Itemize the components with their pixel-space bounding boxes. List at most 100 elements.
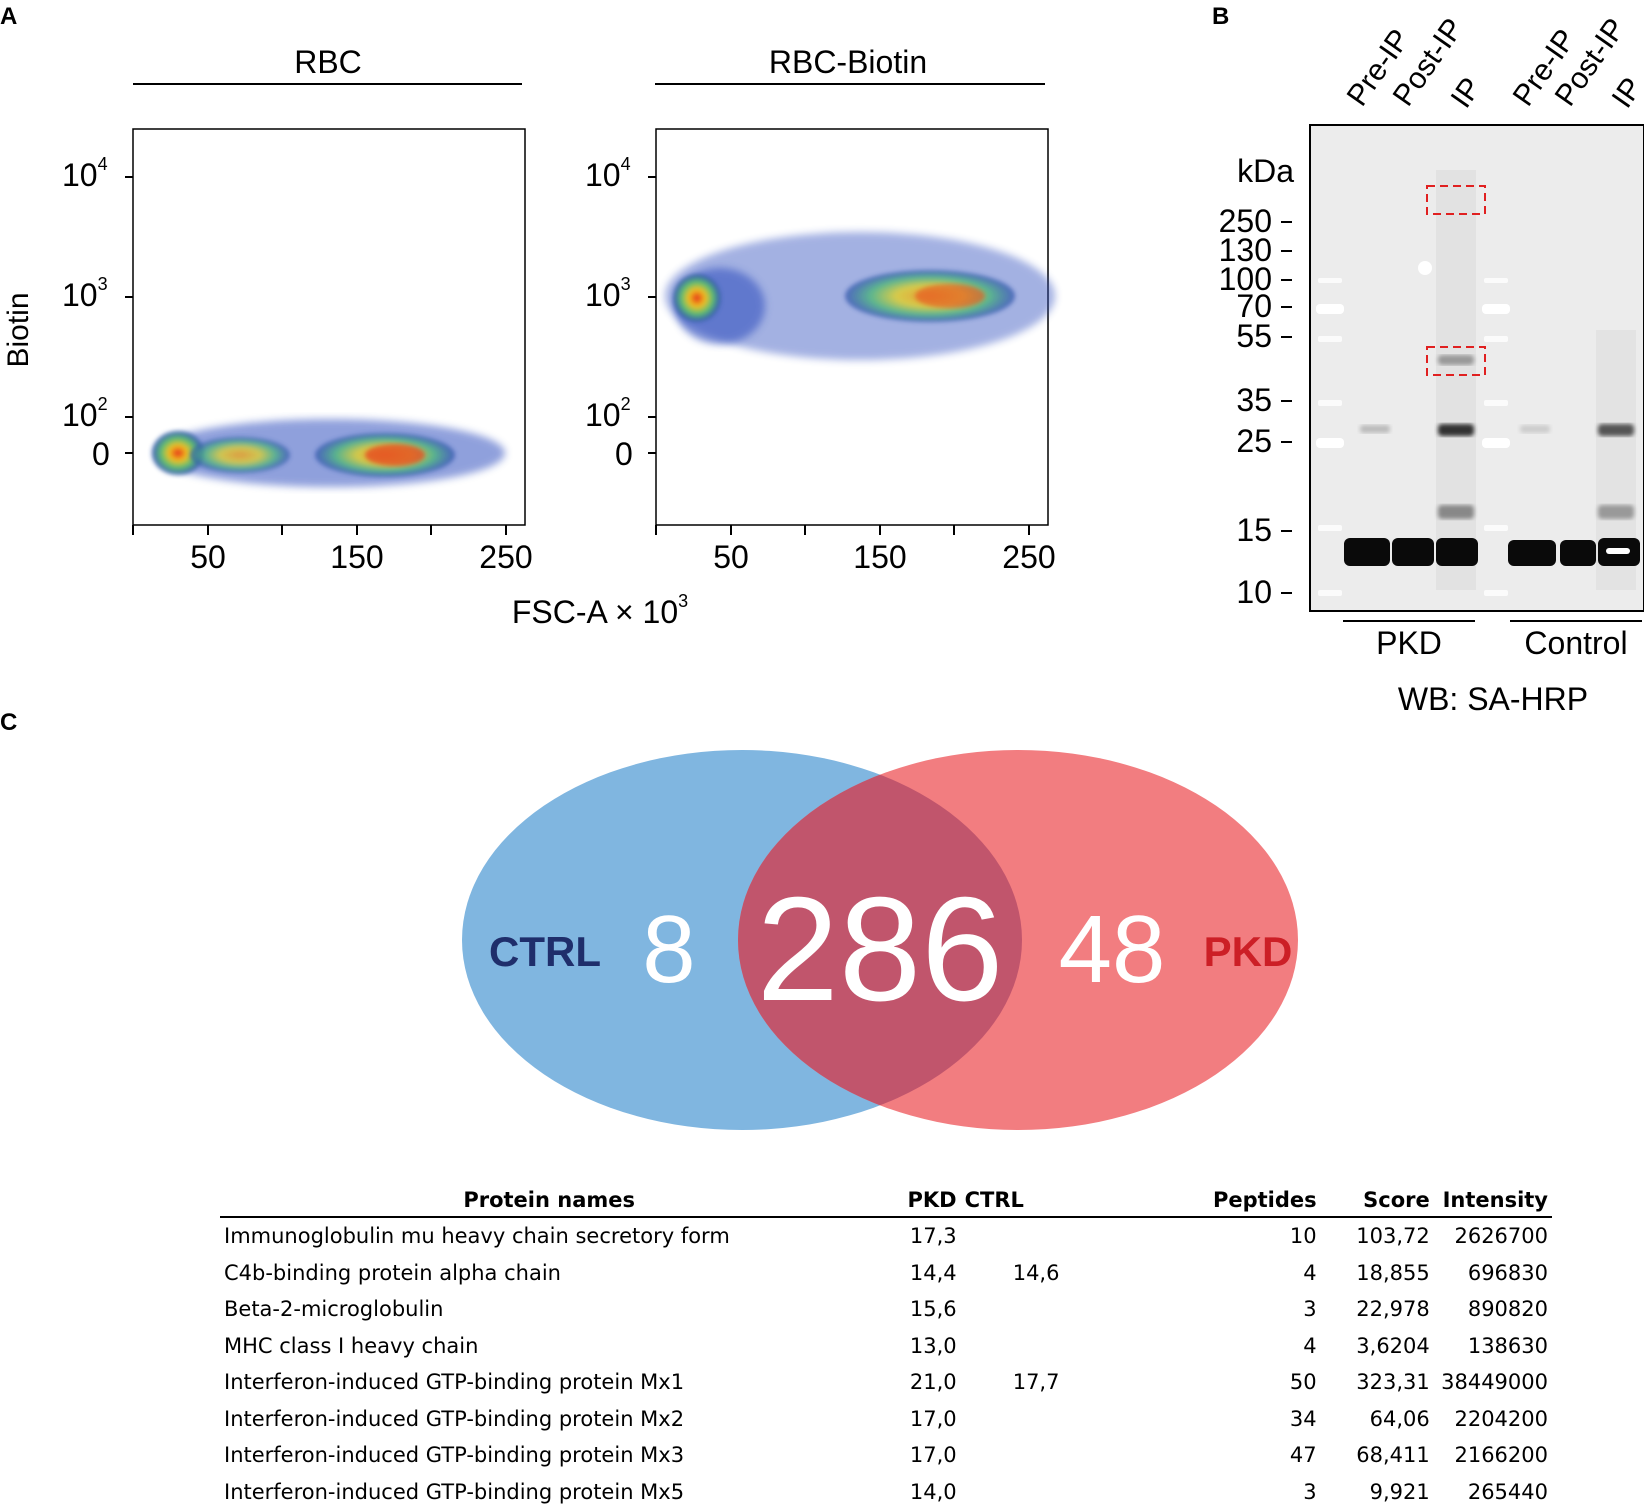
blot-group-control: Control (1524, 625, 1627, 661)
cell-pkd: 21,0 (878, 1364, 960, 1401)
table-row: Beta-2-microglobulin 15,6 3 22,978 89082… (220, 1291, 1552, 1328)
table-row: Interferon-induced GTP-binding protein M… (220, 1474, 1552, 1510)
cell-ctrl (961, 1328, 1064, 1365)
cell-pkd: 15,6 (878, 1291, 960, 1328)
cell-protein-name: Interferon-induced GTP-binding protein M… (220, 1437, 878, 1474)
svg-text:25: 25 (1236, 423, 1272, 459)
flow-xaxis-rbc-biotin: 50 150 250 (656, 525, 1056, 575)
cell-pkd: 17,3 (878, 1217, 960, 1255)
svg-text:150: 150 (853, 539, 906, 575)
cell-intensity: 890820 (1434, 1291, 1552, 1328)
cell-pkd: 17,0 (878, 1401, 960, 1438)
flow-xlabel: FSC-A × 103 (512, 591, 688, 630)
table-row: MHC class I heavy chain 13,0 4 3,6204 13… (220, 1328, 1552, 1365)
col-pkd: PKD (878, 1184, 960, 1217)
cell-ctrl (961, 1291, 1064, 1328)
cell-protein-name: Interferon-induced GTP-binding protein M… (220, 1474, 878, 1510)
cell-pkd: 13,0 (878, 1328, 960, 1365)
flow-plot-rbc-density (152, 419, 505, 487)
cell-intensity: 2204200 (1434, 1401, 1552, 1438)
svg-text:104: 104 (585, 154, 631, 193)
cell-protein-name: Immunoglobulin mu heavy chain secretory … (220, 1217, 878, 1255)
table-row: Interferon-induced GTP-binding protein M… (220, 1401, 1552, 1438)
cell-peptides: 10 (1063, 1217, 1320, 1255)
flow-group-rbc-biotin: RBC-Biotin (769, 44, 927, 80)
cell-pkd: 14,0 (878, 1474, 960, 1510)
table-row: Immunoglobulin mu heavy chain secretory … (220, 1217, 1552, 1255)
cell-intensity: 38449000 (1434, 1364, 1552, 1401)
protein-table: Protein names PKD CTRL Peptides Score In… (220, 1184, 1552, 1510)
cell-score: 9,921 (1321, 1474, 1434, 1510)
svg-text:10: 10 (1236, 574, 1272, 610)
cell-score: 18,855 (1321, 1255, 1434, 1292)
svg-text:103: 103 (62, 274, 108, 313)
cell-protein-name: MHC class I heavy chain (220, 1328, 878, 1365)
svg-text:35: 35 (1236, 382, 1272, 418)
cell-ctrl (961, 1474, 1064, 1510)
cell-peptides: 3 (1063, 1474, 1320, 1510)
cell-ctrl (961, 1401, 1064, 1438)
cell-ctrl (961, 1217, 1064, 1255)
venn-diagram: CTRL 8 286 48 PKD (462, 750, 1298, 1130)
figure-canvas: A RBC RBC-Biotin Biotin 104 103 102 0 (0, 0, 1644, 1180)
cell-peptides: 47 (1063, 1437, 1320, 1474)
svg-text:kDa: kDa (1237, 153, 1294, 189)
blot-group-pkd: PKD (1376, 625, 1442, 661)
panel-a-letter: A (0, 3, 17, 30)
svg-text:IP: IP (1445, 72, 1488, 114)
cell-intensity: 138630 (1434, 1328, 1552, 1365)
cell-peptides: 3 (1063, 1291, 1320, 1328)
cell-score: 68,411 (1321, 1437, 1434, 1474)
col-score: Score (1321, 1184, 1434, 1217)
svg-text:0: 0 (92, 436, 110, 472)
table-row: Interferon-induced GTP-binding protein M… (220, 1437, 1552, 1474)
cell-pkd: 17,0 (878, 1437, 960, 1474)
table-row: C4b-binding protein alpha chain 14,4 14,… (220, 1255, 1552, 1292)
cell-pkd: 14,4 (878, 1255, 960, 1292)
col-peptides: Peptides (1063, 1184, 1320, 1217)
cell-score: 64,06 (1321, 1401, 1434, 1438)
table-row: Interferon-induced GTP-binding protein M… (220, 1364, 1552, 1401)
cell-peptides: 4 (1063, 1255, 1320, 1292)
cell-peptides: 4 (1063, 1328, 1320, 1365)
cell-protein-name: Beta-2-microglobulin (220, 1291, 878, 1328)
cell-score: 323,31 (1321, 1364, 1434, 1401)
col-protein-names: Protein names (220, 1184, 878, 1217)
flow-yaxis-rbc-biotin: 104 103 102 0 (585, 154, 656, 472)
panel-b-letter: B (1212, 3, 1229, 30)
svg-text:50: 50 (713, 539, 749, 575)
venn-pkd-label: PKD (1204, 928, 1293, 975)
svg-text:55: 55 (1236, 318, 1272, 354)
venn-ctrl-label: CTRL (489, 928, 601, 975)
svg-text:102: 102 (62, 394, 108, 433)
svg-text:103: 103 (585, 274, 631, 313)
flow-xaxis-rbc: 50 150 250 (133, 525, 533, 575)
blot-markers: kDa 250 130 100 70 55 35 25 15 10 (1219, 153, 1295, 610)
panel-c-letter: C (0, 709, 17, 736)
col-ctrl: CTRL (961, 1184, 1064, 1217)
cell-intensity: 2626700 (1434, 1217, 1552, 1255)
blot-lane-labels: Pre-IP Post-IP IP Pre-IP Post-IP IP (1341, 13, 1644, 115)
cell-score: 103,72 (1321, 1217, 1434, 1255)
svg-text:IP: IP (1606, 72, 1644, 114)
svg-text:250: 250 (479, 539, 532, 575)
cell-protein-name: Interferon-induced GTP-binding protein M… (220, 1401, 878, 1438)
svg-text:15: 15 (1236, 512, 1272, 548)
svg-text:250: 250 (1002, 539, 1055, 575)
flow-ylabel: Biotin (2, 292, 35, 367)
svg-text:102: 102 (585, 394, 631, 433)
col-intensity: Intensity (1434, 1184, 1552, 1217)
svg-text:150: 150 (330, 539, 383, 575)
blot-membrane (1310, 125, 1644, 611)
flow-group-rbc: RBC (294, 44, 362, 80)
venn-overlap-count: 286 (757, 867, 1004, 1032)
cell-ctrl (961, 1437, 1064, 1474)
cell-intensity: 265440 (1434, 1474, 1552, 1510)
cell-score: 22,978 (1321, 1291, 1434, 1328)
cell-protein-name: C4b-binding protein alpha chain (220, 1255, 878, 1292)
cell-ctrl: 14,6 (961, 1255, 1064, 1292)
table-header-row: Protein names PKD CTRL Peptides Score In… (220, 1184, 1552, 1217)
cell-intensity: 696830 (1434, 1255, 1552, 1292)
cell-protein-name: Interferon-induced GTP-binding protein M… (220, 1364, 878, 1401)
cell-ctrl: 17,7 (961, 1364, 1064, 1401)
